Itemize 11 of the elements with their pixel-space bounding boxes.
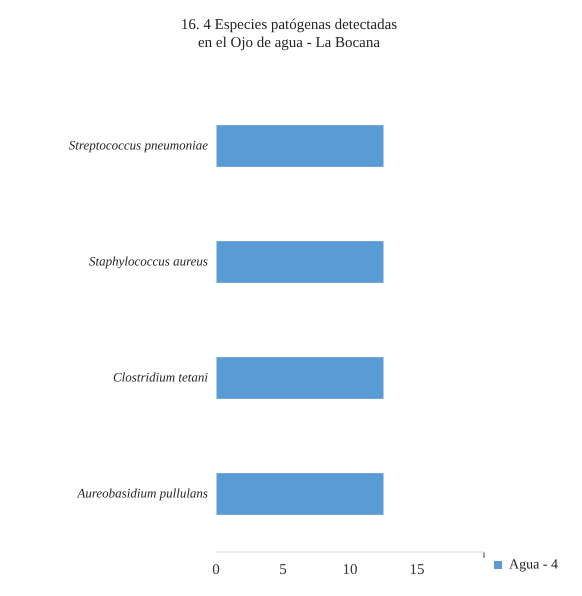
y-tick-label: Streptococcus pneumoniae [68, 137, 208, 152]
text: 16. 4 Especies patógenas detectadas [180, 16, 398, 33]
y-tick-label: Aureobasidium pullulans [76, 485, 208, 500]
x-tick-label: 0 [212, 562, 220, 578]
x-tick-label: 5 [279, 562, 287, 578]
x-tick-label: 10 [342, 562, 358, 578]
y-tick-label: Clostridium tetani [113, 369, 208, 384]
y-tick-label: Staphylococcus aureus [88, 253, 208, 268]
x-tick-label: 15 [410, 562, 425, 578]
text: en el Ojo de agua - La Bocana [198, 34, 380, 51]
legend-label: Agua - 4 [509, 558, 558, 573]
